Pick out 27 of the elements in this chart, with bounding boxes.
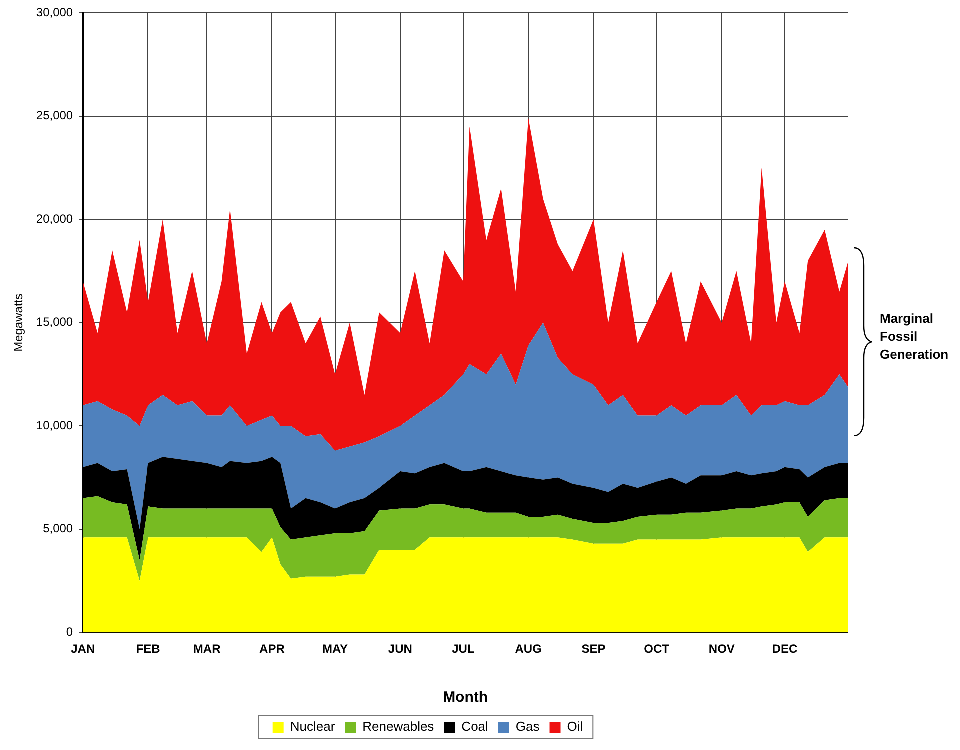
x-tick-label: NOV	[708, 642, 735, 656]
text: Marginal Fossil Generation	[880, 310, 950, 364]
x-tick-label: OCT	[644, 642, 670, 656]
y-tick-label: 15,000	[36, 315, 74, 330]
x-tick-label: FEB	[136, 642, 161, 656]
x-tick-label: AUG	[515, 642, 542, 656]
y-tick-label: 0	[66, 624, 74, 639]
y-tick-label: 5,000	[43, 522, 74, 536]
y-axis-title: Megawatts	[12, 294, 26, 352]
x-tick-label: DEC	[772, 642, 798, 656]
x-tick-label: SEP	[582, 642, 606, 656]
x-tick-label: JUN	[388, 642, 412, 656]
x-tick-label: JUL	[452, 642, 475, 656]
y-tick-label: 10,000	[36, 418, 74, 432]
x-tick-label: JAN	[71, 642, 96, 656]
legend-label: Nuclear	[290, 719, 336, 734]
x-tick-label: MAY	[322, 642, 348, 656]
y-tick-label: 20,000	[36, 212, 74, 226]
legend-label: Renewables	[362, 719, 435, 734]
x-axis-title: Month	[443, 689, 488, 706]
legend-label: Oil	[567, 719, 584, 734]
y-tick-label: 25,000	[36, 108, 74, 123]
x-tick-label: APR	[260, 642, 286, 656]
legend-label: Gas	[516, 719, 540, 734]
legend-label: Coal	[462, 719, 489, 734]
x-tick-label: MAR	[193, 642, 222, 656]
y-tick-label: 30,000	[36, 6, 74, 20]
